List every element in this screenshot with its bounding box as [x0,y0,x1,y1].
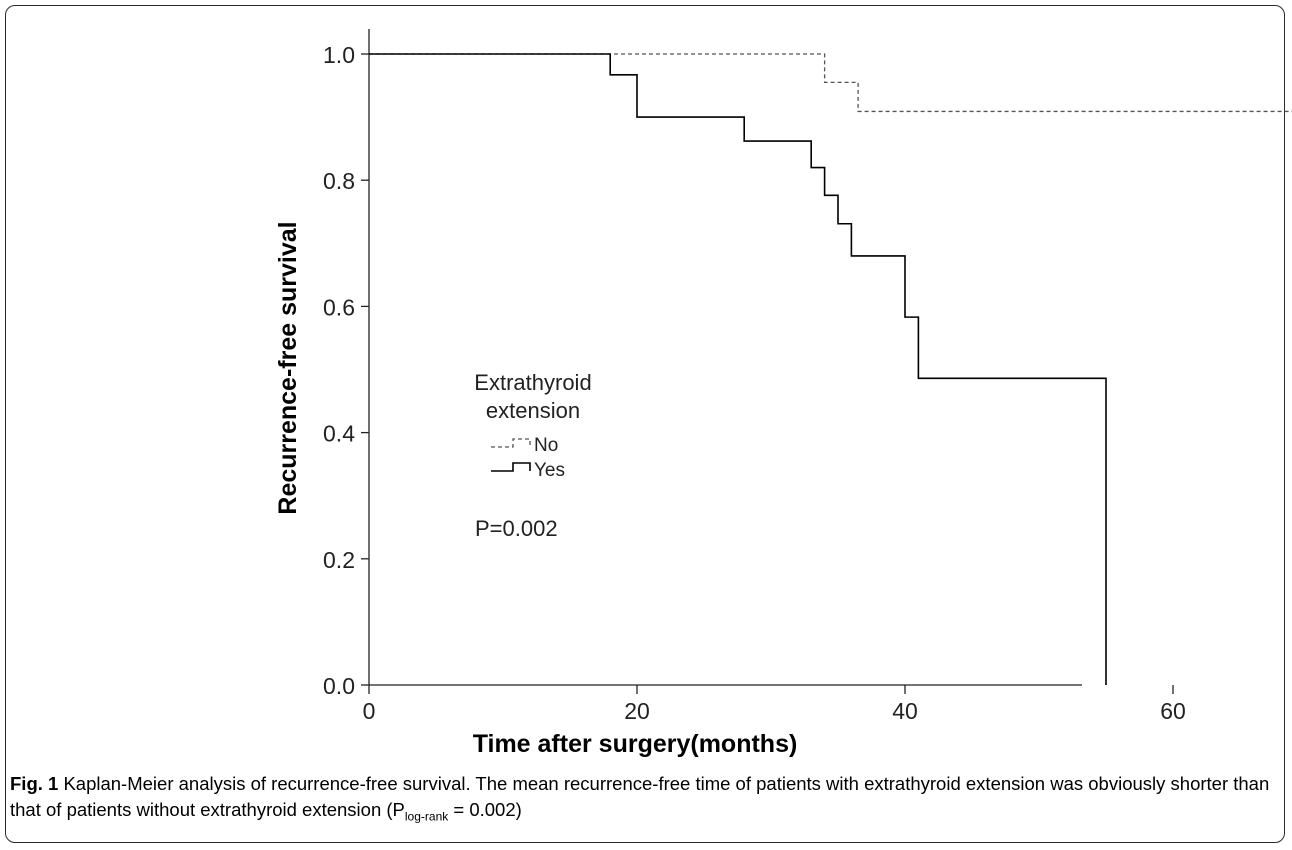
legend-label-yes: Yes [534,460,565,481]
legend-swatch-no [491,438,531,448]
caption-label: Fig. 1 [10,773,59,794]
y-tick-label: 0.2 [323,547,355,573]
y-tick-label: 0.4 [323,421,355,447]
p-value-annotation: P=0.002 [475,516,558,541]
series-no-curve [369,53,1292,113]
legend-label-no: No [534,435,558,456]
caption-p-subscript: log-rank [404,809,449,824]
x-axis-label: Time after surgery(months) [473,730,798,758]
y-tick-label: 0.6 [323,294,355,320]
figure-caption: Fig. 1 Kaplan-Meier analysis of recurren… [10,771,1272,823]
y-tick-label: 0.8 [323,168,355,194]
y-axis-label: Recurrence-free survival [274,221,302,514]
x-tick-label: 0 [363,698,376,724]
figure-frame [5,5,1285,843]
x-tick-label: 20 [624,698,650,724]
x-tick-label: 60 [1160,698,1186,724]
legend-title-line2: extension [486,398,580,423]
caption-text: Kaplan-Meier analysis of recurrence-free… [10,773,1270,820]
x-tick-label: 40 [892,698,918,724]
caption-text-end: = 0.002) [448,799,522,820]
legend-title-line1: Extrathyroid [474,370,591,395]
y-tick-label: 1.0 [323,42,355,68]
legend-swatch-yes [491,462,531,472]
series-yes-curve [369,53,1107,685]
y-tick-label: 0.0 [323,673,355,699]
km-chart: 0.0 0.2 0.4 0.6 0.8 1.0 0 20 40 60 Time after surg… [274,29,1292,758]
